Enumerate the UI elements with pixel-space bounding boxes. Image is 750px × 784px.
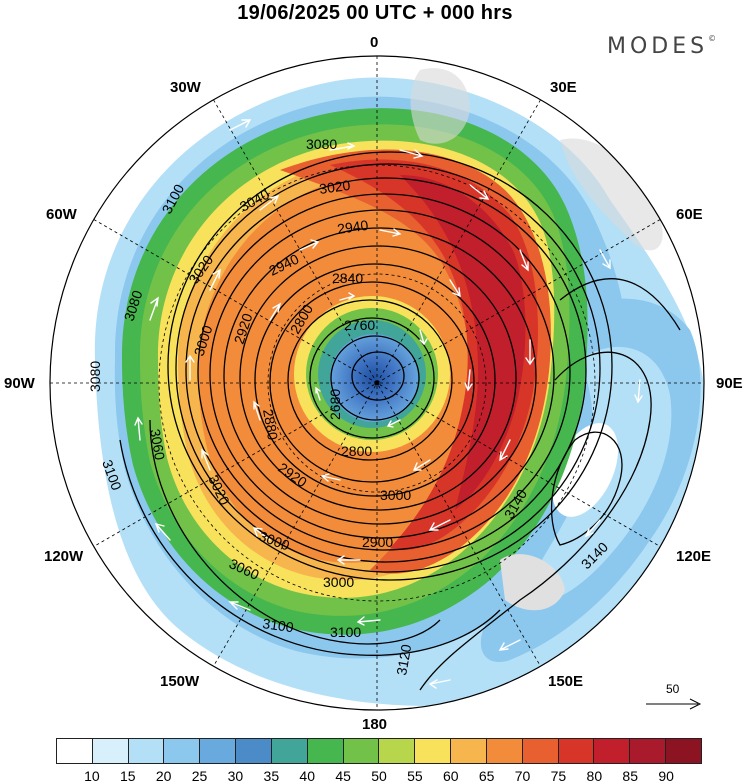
colorbar-swatch	[271, 739, 308, 763]
colorbar-swatch	[307, 739, 344, 763]
colorbar-tick-label: 10	[84, 768, 100, 784]
lon-label-120w: 120W	[44, 548, 84, 565]
colorbar-swatch	[343, 739, 380, 763]
wind-reference-arrow	[646, 698, 702, 710]
lon-label-0: 0	[370, 34, 379, 51]
colorbar-tick-label: 40	[299, 768, 316, 784]
contour-label: 2840	[332, 270, 363, 286]
colorbar-swatch	[415, 739, 452, 763]
contour-label: 3120	[393, 643, 414, 677]
colorbar-tick-label: 25	[191, 768, 208, 784]
colorbar	[56, 738, 702, 764]
lon-label-30w: 30W	[170, 79, 201, 96]
lon-label-30e: 30E	[550, 79, 577, 96]
copyright-mark: ©	[708, 34, 717, 43]
colorbar-swatch	[200, 739, 237, 763]
colorbar-tick-label: 45	[335, 768, 351, 784]
colorbar-tick-label: 75	[550, 768, 567, 784]
colorbar-tick-label: 35	[263, 768, 280, 784]
colorbar-tick-label: 15	[119, 768, 136, 784]
colorbar-tick-label: 20	[155, 768, 172, 784]
colorbar-swatch	[666, 739, 701, 763]
contour-label: 3080	[87, 361, 103, 392]
contour-label: 2760	[344, 317, 375, 333]
colorbar-tick-label: 65	[478, 768, 495, 784]
contour-label-group: 3080 3100 3040 3020 2940 2940 3020 2840 …	[87, 136, 611, 677]
colorbar-swatch	[128, 739, 165, 763]
colorbar-tick-label: 90	[658, 768, 674, 784]
contour-label: 3100	[262, 615, 295, 635]
colorbar-swatch	[57, 739, 93, 763]
lon-label-150e: 150E	[548, 673, 584, 690]
brand-name: MODES	[607, 34, 709, 59]
colorbar-tick-label: 60	[442, 768, 459, 784]
colorbar-tick-label: 85	[622, 768, 639, 784]
colorbar-swatch	[379, 739, 416, 763]
contour-label: 3080	[306, 136, 337, 152]
wind-speed-field	[50, 56, 704, 710]
colorbar-swatch	[92, 739, 129, 763]
colorbar-tick-label: 70	[514, 768, 531, 784]
contour-label: 2880	[260, 408, 281, 442]
contour-label: 3020	[318, 177, 351, 197]
lon-label-90e: 90E	[716, 375, 743, 392]
contour-label: 3000	[380, 487, 411, 503]
contour-label: 3100	[330, 624, 361, 640]
wind-reference-label: 50	[666, 682, 680, 696]
lon-label-180: 180	[362, 716, 388, 733]
colorbar-tick-label: 80	[586, 768, 603, 784]
lon-label-150w: 150W	[160, 673, 200, 690]
contour-label: 3000	[323, 574, 354, 590]
north-pole-marker	[374, 380, 380, 386]
lon-label-60w: 60W	[46, 206, 77, 223]
contour-label: 3060	[147, 428, 168, 462]
height-contours	[119, 151, 681, 691]
contour-label: 2800	[341, 443, 372, 459]
colorbar-swatch	[451, 739, 487, 763]
colorbar-tick-label: 55	[407, 768, 423, 784]
contour-label: 2680	[327, 389, 343, 420]
map-title: 19/06/2025 00 UTC + 000 hrs	[237, 2, 513, 24]
colorbar-swatch	[236, 739, 272, 763]
colorbar-swatch	[594, 739, 631, 763]
lon-label-90w: 90W	[4, 375, 35, 392]
colorbar-swatch	[486, 739, 523, 763]
lon-label-60e: 60E	[676, 206, 703, 223]
wind-vectors	[134, 119, 643, 689]
brand-logo: MODES©	[607, 34, 716, 59]
colorbar-swatch	[558, 739, 595, 763]
lon-label-120e: 120E	[676, 548, 712, 565]
contour-label: 2940	[336, 217, 369, 237]
colorbar-tick-label: 50	[371, 768, 387, 784]
contour-label: 2900	[362, 534, 393, 550]
colorbar-swatch	[522, 739, 559, 763]
colorbar-tick-label: 30	[227, 768, 244, 784]
colorbar-swatch	[630, 739, 667, 763]
colorbar-swatch	[164, 739, 201, 763]
